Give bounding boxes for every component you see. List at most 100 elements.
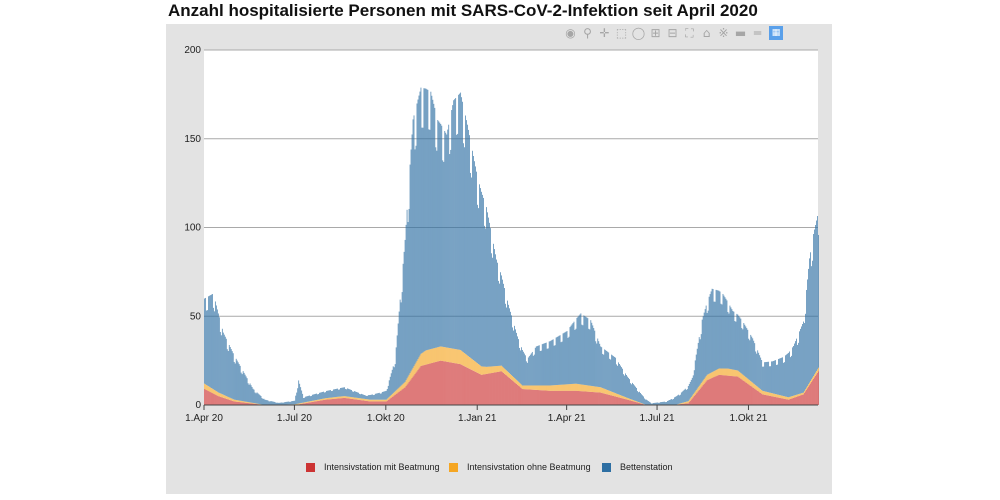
bar-2 (465, 115, 466, 354)
bar-0 (411, 377, 413, 405)
bar-0 (569, 390, 571, 405)
bar-0 (547, 390, 549, 405)
bar-0 (407, 383, 409, 405)
bar-2 (451, 110, 453, 349)
camera-icon[interactable]: ◉ (565, 26, 576, 40)
bar-0 (396, 393, 398, 405)
bar-0 (613, 395, 615, 405)
bar-0 (482, 374, 483, 405)
bar-2 (508, 304, 509, 373)
bar-2 (248, 384, 250, 403)
bar-1 (767, 392, 769, 396)
bar-1 (515, 378, 516, 384)
bar-0 (759, 392, 761, 405)
bar-0 (343, 397, 344, 405)
bar-1 (717, 369, 719, 376)
bar-0 (618, 397, 619, 405)
bar-0 (638, 402, 639, 405)
bar-2 (514, 325, 515, 378)
bar-1 (561, 384, 563, 391)
bar-1 (735, 370, 737, 377)
bar-2 (504, 288, 505, 369)
bar-0 (370, 401, 372, 405)
bar-2 (279, 402, 281, 405)
bar-2 (477, 204, 478, 364)
bar-1 (526, 385, 528, 390)
bar-1 (731, 369, 733, 377)
bar-0 (570, 390, 572, 405)
bar-2 (789, 351, 790, 397)
hover-compare-icon[interactable]: ═ (753, 26, 762, 40)
bar-2 (498, 280, 499, 366)
bar-1 (814, 374, 815, 378)
bar-2 (213, 311, 215, 390)
bar-0 (502, 372, 503, 405)
bar-0 (398, 391, 400, 405)
bar-2 (272, 401, 274, 405)
spike-lines-icon[interactable]: ※ (718, 26, 729, 40)
bar-0 (499, 371, 500, 405)
bar-2 (599, 343, 601, 388)
bar-0 (787, 399, 788, 405)
bar-1 (297, 403, 299, 405)
bar-1 (712, 371, 714, 378)
bar-0 (464, 366, 465, 405)
bar-1 (772, 393, 773, 397)
bar-2 (452, 105, 454, 349)
bar-2 (361, 393, 362, 399)
bar-2 (617, 365, 618, 394)
bar-0 (534, 389, 536, 405)
bar-1 (781, 395, 782, 399)
bar-2 (224, 336, 226, 396)
bar-2 (667, 400, 668, 405)
bar-1 (774, 393, 775, 397)
bar-1 (388, 396, 390, 400)
bar-0 (512, 380, 513, 405)
bar-2 (398, 311, 400, 388)
bar-0 (803, 394, 804, 405)
bar-2 (793, 345, 794, 396)
bar-1 (713, 371, 715, 378)
bar-0 (807, 388, 808, 405)
zoom-out-icon[interactable]: ⊟ (667, 26, 678, 40)
home-icon[interactable]: ⌂ (702, 26, 711, 40)
bar-1 (531, 385, 533, 390)
bar-0 (404, 387, 406, 405)
bar-1 (627, 397, 628, 400)
zoom-in-icon[interactable]: ⊞ (650, 26, 661, 40)
bar-2 (778, 358, 779, 395)
bar-2 (238, 364, 240, 401)
bar-1 (433, 348, 435, 363)
bar-0 (490, 373, 491, 405)
bar-1 (755, 385, 757, 390)
autoscale-icon[interactable]: ⛶ (685, 25, 694, 40)
bar-0 (442, 360, 444, 405)
hover-closest-icon[interactable]: ▬ (734, 26, 747, 40)
bar-2 (746, 328, 748, 378)
bar-2 (223, 334, 225, 396)
bar-0 (354, 399, 355, 405)
bar-0 (795, 397, 796, 405)
bar-1 (719, 368, 721, 375)
bar-0 (777, 397, 778, 405)
bar-2 (424, 88, 426, 352)
box-select-icon[interactable]: ⬚ (615, 26, 628, 40)
bar-0 (523, 389, 525, 405)
bar-1 (424, 351, 426, 365)
lasso-icon[interactable]: ◯ (631, 26, 646, 40)
bar-2 (357, 392, 358, 398)
plotly-logo-icon[interactable]: ▦ (769, 26, 783, 40)
zoom-icon[interactable]: ⚲ (583, 26, 592, 40)
bar-0 (598, 392, 600, 405)
bar-1 (722, 368, 724, 376)
bar-2 (774, 360, 775, 394)
bar-2 (802, 324, 803, 393)
bar-2 (814, 229, 815, 375)
bar-2 (632, 382, 633, 400)
pan-icon[interactable]: ✛ (599, 26, 610, 40)
bar-2 (690, 379, 692, 398)
bar-1 (452, 348, 454, 363)
bar-2 (225, 338, 227, 397)
bar-0 (208, 391, 209, 405)
bar-0 (389, 398, 391, 405)
